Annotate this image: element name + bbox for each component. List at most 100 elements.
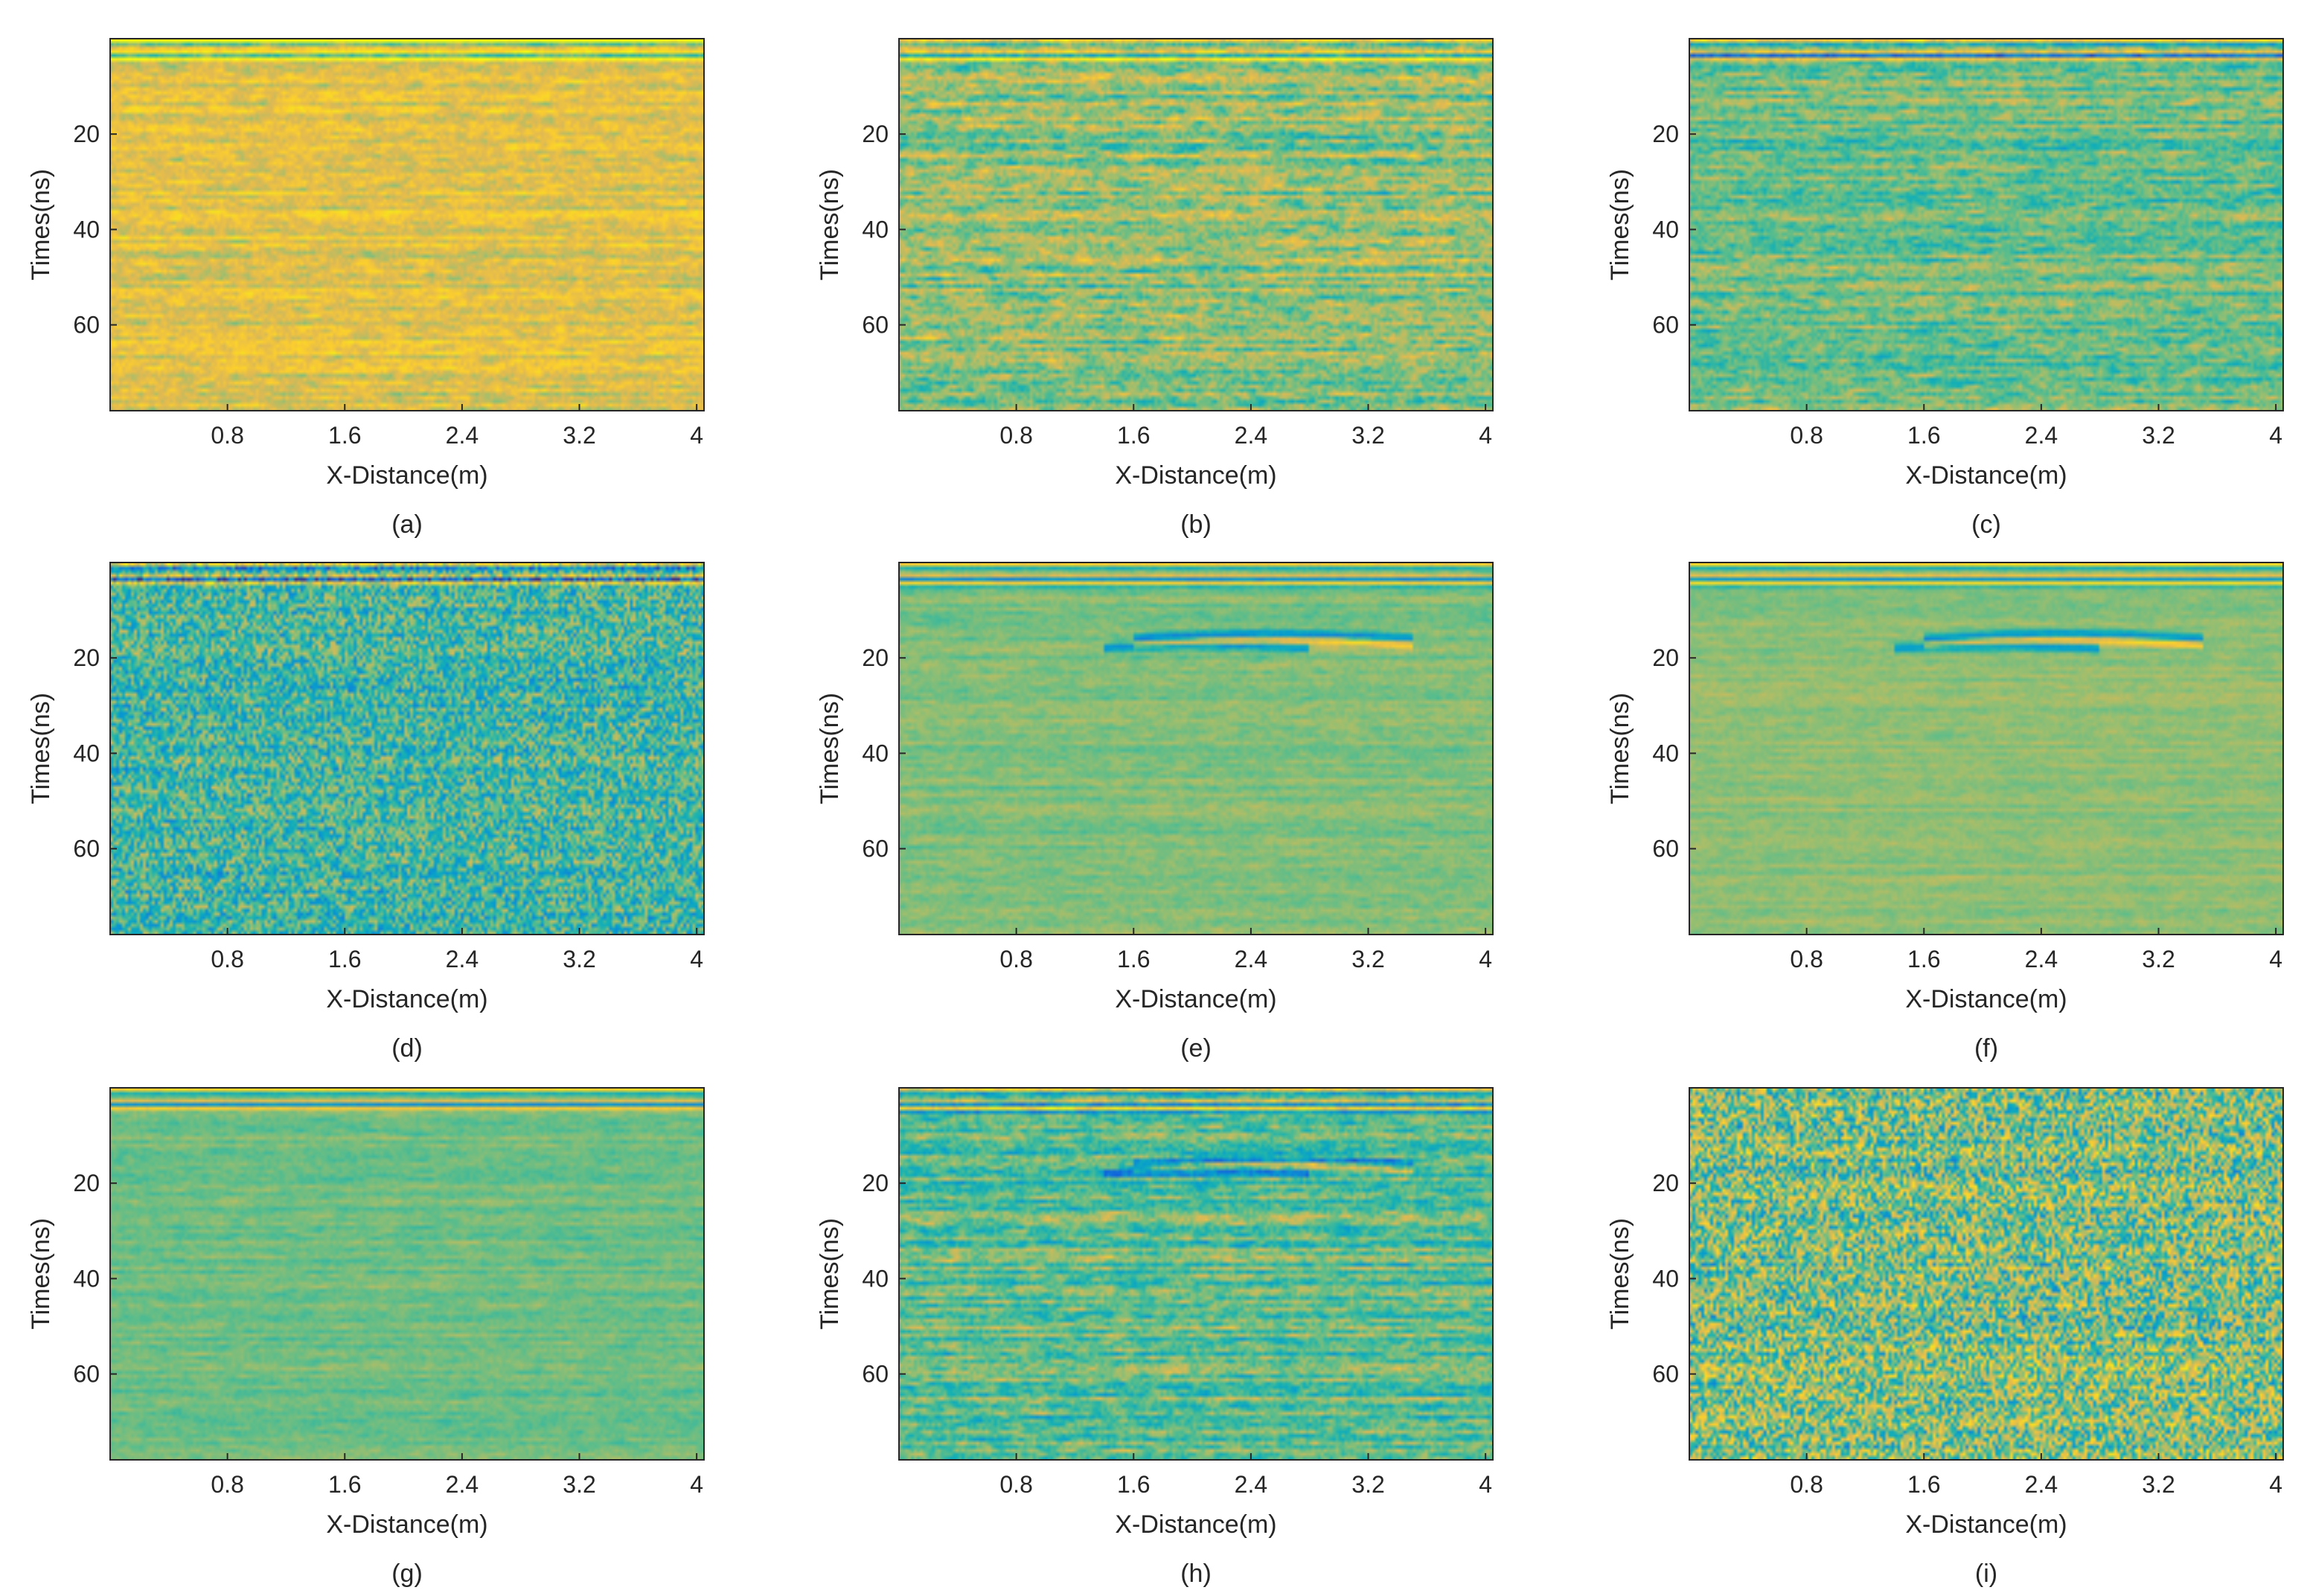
panel-c: 0.8 1.6 2.4 3.2 4 20 40 60 X-Distance(m) Times(ns…	[1606, 38, 2284, 539]
axes-frame	[898, 562, 1494, 935]
y-axis-label: Times(ns)	[816, 693, 844, 804]
x-tick-label: 0.8	[211, 1471, 243, 1498]
x-tick-label: 1.6	[1907, 422, 1940, 449]
heatmap-image	[1689, 39, 2283, 411]
axes-frame	[1689, 38, 2284, 411]
y-tick-label: 40	[1652, 1265, 1679, 1292]
x-tick-label: 4	[690, 946, 703, 972]
x-tick-label: 4	[690, 422, 703, 449]
panel-caption: (e)	[1180, 1034, 1212, 1063]
x-tick-label: 4	[690, 1471, 703, 1498]
x-axis-label: X-Distance(m)	[1115, 1510, 1276, 1539]
x-tick-label: 1.6	[1117, 946, 1150, 972]
axes-frame	[109, 38, 705, 411]
x-tick-label: 2.4	[1235, 1471, 1267, 1498]
x-axis-label: X-Distance(m)	[1115, 985, 1276, 1013]
y-tick-label: 20	[1652, 644, 1679, 671]
x-tick-label: 2.4	[1235, 422, 1267, 449]
x-tick-label: 3.2	[563, 422, 595, 449]
y-tick-label: 20	[862, 121, 889, 147]
heatmap-image	[110, 39, 704, 411]
y-tick-label: 60	[73, 836, 100, 862]
panel-caption: (c)	[1971, 510, 2001, 539]
panel-caption: (h)	[1180, 1560, 1212, 1588]
y-tick-label: 60	[73, 312, 100, 339]
panel-b: 0.8 1.6 2.4 3.2 4 20 40 60 X-Distance(m) Times(ns…	[816, 38, 1494, 539]
x-tick-label: 2.4	[446, 946, 479, 972]
x-tick-label: 2.4	[446, 1471, 479, 1498]
x-tick-label: 1.6	[328, 422, 361, 449]
x-tick-label: 0.8	[211, 946, 243, 972]
x-tick-label: 4	[1479, 946, 1492, 972]
axes-frame	[898, 1087, 1494, 1461]
x-tick-label: 3.2	[563, 946, 595, 972]
y-tick-label: 60	[1652, 836, 1679, 862]
x-axis-label: X-Distance(m)	[326, 461, 487, 490]
y-tick-label: 40	[73, 740, 100, 766]
x-axis-label: X-Distance(m)	[326, 1510, 487, 1539]
x-axis-label: X-Distance(m)	[1115, 461, 1276, 490]
x-tick-label: 0.8	[999, 946, 1032, 972]
panel-a: 0.8 1.6 2.4 3.2 4 20 40 60 X-Distance(m) Times(ns…	[27, 38, 705, 539]
axes-frame	[1689, 1087, 2284, 1461]
heatmap-image	[899, 39, 1493, 411]
axes-frame	[898, 38, 1494, 411]
heatmap-image	[1689, 1088, 2283, 1460]
panel-g: 0.8 1.6 2.4 3.2 4 20 40 60 X-Distance(m) Times(ns…	[27, 1087, 705, 1588]
x-tick-label: 1.6	[328, 1471, 361, 1498]
x-tick-label: 2.4	[2025, 1471, 2058, 1498]
y-tick-label: 40	[73, 1265, 100, 1292]
x-tick-label: 3.2	[1351, 422, 1384, 449]
y-tick-label: 20	[1652, 121, 1679, 147]
panel-caption: (a)	[391, 510, 423, 539]
heatmap-image	[110, 1088, 704, 1460]
panel-i: 0.8 1.6 2.4 3.2 4 20 40 60 X-Distance(m) Times(ns…	[1606, 1087, 2284, 1588]
x-tick-label: 1.6	[328, 946, 361, 972]
panel-d: 0.8 1.6 2.4 3.2 4 20 40 60 X-Distance(m) Times(ns…	[27, 562, 705, 1063]
y-tick-label: 20	[862, 1170, 889, 1196]
heatmap-image	[1689, 563, 2283, 935]
panel-e: 0.8 1.6 2.4 3.2 4 20 40 60 X-Distance(m) Times(ns…	[816, 562, 1494, 1063]
x-axis-label: X-Distance(m)	[1905, 461, 2067, 490]
y-tick-label: 40	[73, 216, 100, 243]
x-tick-label: 2.4	[2025, 946, 2058, 972]
y-tick-label: 60	[1652, 1361, 1679, 1388]
y-axis-label: Times(ns)	[816, 169, 844, 281]
x-axis-label: X-Distance(m)	[326, 985, 487, 1013]
x-tick-label: 1.6	[1117, 1471, 1150, 1498]
axes-frame	[109, 562, 705, 935]
x-tick-label: 4	[2269, 1471, 2282, 1498]
x-tick-label: 4	[1479, 1471, 1492, 1498]
y-tick-label: 40	[1652, 216, 1679, 243]
x-tick-label: 0.8	[999, 1471, 1032, 1498]
y-axis-label: Times(ns)	[1606, 693, 1634, 804]
panel-caption: (b)	[1180, 510, 1212, 539]
axes-frame	[109, 1087, 705, 1461]
y-tick-label: 60	[862, 312, 889, 339]
x-axis-label: X-Distance(m)	[1905, 985, 2067, 1013]
panel-caption: (g)	[391, 1560, 423, 1588]
y-tick-label: 20	[862, 644, 889, 671]
y-axis-label: Times(ns)	[27, 1218, 55, 1330]
y-tick-label: 20	[73, 1170, 100, 1196]
y-axis-label: Times(ns)	[27, 693, 55, 804]
y-axis-label: Times(ns)	[1606, 1218, 1634, 1330]
x-tick-label: 2.4	[2025, 422, 2058, 449]
panel-caption: (i)	[1975, 1560, 1997, 1588]
x-tick-label: 0.8	[1790, 946, 1823, 972]
y-axis-label: Times(ns)	[816, 1218, 844, 1330]
x-tick-label: 2.4	[446, 422, 479, 449]
y-tick-label: 40	[862, 1265, 889, 1292]
x-tick-label: 0.8	[1790, 422, 1823, 449]
x-tick-label: 1.6	[1117, 422, 1150, 449]
x-tick-label: 4	[2269, 422, 2282, 449]
y-tick-label: 20	[1652, 1170, 1679, 1196]
y-axis-label: Times(ns)	[27, 169, 55, 281]
x-tick-label: 1.6	[1907, 946, 1940, 972]
y-tick-label: 60	[862, 1361, 889, 1388]
heatmap-image	[899, 1088, 1493, 1460]
y-tick-label: 40	[1652, 740, 1679, 766]
y-axis-label: Times(ns)	[1606, 169, 1634, 281]
y-tick-label: 40	[862, 216, 889, 243]
